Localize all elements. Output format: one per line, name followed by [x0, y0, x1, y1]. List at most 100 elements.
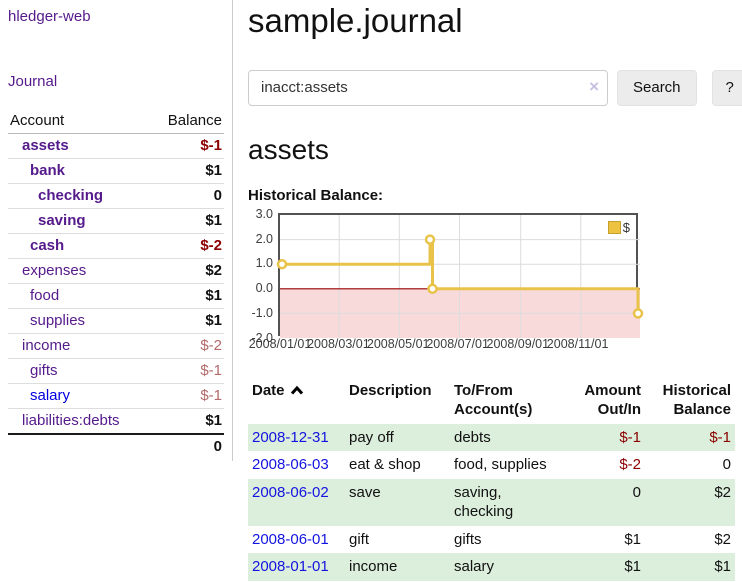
transaction-description: pay off	[345, 423, 450, 452]
transaction-amount: $1	[624, 530, 641, 548]
transaction-amount: 0	[565, 478, 645, 526]
clear-search-icon[interactable]: ×	[589, 76, 599, 96]
account-balance: $-2	[150, 233, 224, 259]
transaction-accounts: food, supplies	[454, 456, 547, 474]
account-link-assets[interactable]: assets	[22, 137, 69, 154]
account-link-income[interactable]: income	[22, 337, 71, 354]
x-tick: 2008/09/01	[486, 336, 550, 351]
transaction-date-link[interactable]: 2008-12-31	[252, 428, 329, 446]
transaction-description: income	[345, 553, 450, 581]
brand-link[interactable]: hledger-web	[8, 8, 91, 25]
account-link-liabilities-debts[interactable]: liabilities:debts	[22, 412, 120, 429]
main-content: sample.journal × Search ? assets Histori…	[233, 0, 742, 581]
account-balance: $1	[150, 208, 224, 234]
sidebar-item-journal[interactable]: Journal	[8, 73, 58, 90]
y-tick: 3.0	[255, 206, 273, 221]
account-link-cash[interactable]: cash	[30, 237, 65, 254]
chart-y-axis-labels: 3.0 2.0 1.0 0.0 -1.0 -2.0	[248, 206, 278, 345]
account-balance: 0	[150, 183, 224, 209]
x-tick: 2008/03/01	[307, 336, 370, 351]
chart-legend: $	[607, 219, 630, 235]
y-tick: 2.0	[255, 231, 273, 246]
account-link-salary[interactable]: salary	[30, 387, 71, 404]
y-tick: 0.0	[255, 281, 273, 296]
y-tick: -1.0	[251, 305, 273, 320]
transaction-row: 2008-01-01 income salary $1 $1	[248, 553, 735, 581]
account-row: expenses $2	[8, 258, 224, 284]
transaction-balance: 0	[722, 456, 731, 474]
account-balance: $-2	[150, 333, 224, 359]
historical-balance-chart: 3.0 2.0 1.0 0.0 -1.0 -2.0	[248, 207, 742, 351]
chart-title: Historical Balance:	[248, 186, 384, 204]
sort-asc-icon	[290, 381, 304, 401]
account-link-food[interactable]: food	[30, 287, 60, 304]
gridlines	[280, 214, 640, 338]
account-row: bank $1	[8, 158, 224, 184]
account-row: checking 0	[8, 183, 224, 209]
transaction-balance: $-1	[645, 423, 735, 452]
account-balance: $1	[150, 283, 224, 309]
account-row: salary $-1	[8, 383, 224, 409]
transaction-date-link[interactable]: 2008-01-01	[252, 558, 329, 576]
account-link-bank[interactable]: bank	[30, 162, 66, 179]
legend-label: $	[622, 219, 630, 235]
transaction-accounts: salary	[450, 553, 565, 581]
page-title: sample.journal	[248, 2, 463, 39]
transactions-header-row: Date Description To/From Account(s) Amou…	[248, 379, 735, 424]
account-row: cash $-2	[8, 233, 224, 259]
description-column-header: Description	[349, 381, 432, 399]
account-balance: $-1	[150, 358, 224, 384]
y-tick: 1.0	[255, 256, 273, 271]
transaction-description: eat & shop	[349, 456, 421, 474]
account-heading: assets	[248, 133, 329, 165]
chart-plot-area: $ 2008/01/01 2008/03/01 2008/05/01 2008/…	[249, 212, 644, 351]
account-balance: $2	[150, 258, 224, 284]
account-row: food $1	[8, 283, 224, 309]
transaction-row: 2008-06-01 gift gifts $1 $2	[248, 526, 735, 554]
account-total-row: 0	[8, 433, 224, 459]
account-row: assets $-1	[8, 134, 224, 159]
chart-canvas	[276, 214, 644, 338]
balance-column-header: Balance	[150, 108, 224, 134]
account-balance: $1	[150, 158, 224, 184]
amount-column-header: Amount Out/In	[584, 381, 641, 419]
transaction-accounts: saving, checking	[450, 478, 565, 526]
search-bar: × Search ?	[248, 69, 742, 106]
transaction-description: gift	[349, 530, 370, 548]
account-link-checking[interactable]: checking	[38, 187, 104, 204]
transaction-balance: $2	[714, 530, 731, 548]
x-tick: 2008/11/01	[546, 336, 609, 351]
transaction-accounts: debts	[450, 423, 565, 452]
legend-swatch	[607, 220, 621, 234]
account-table-header: Account Balance	[8, 108, 224, 134]
account-link-saving[interactable]: saving	[38, 212, 86, 229]
transaction-row: 2008-06-02 save saving, checking 0 $2	[248, 478, 735, 526]
account-link-supplies[interactable]: supplies	[30, 312, 86, 329]
date-column-header[interactable]: Date	[248, 379, 345, 424]
total-balance: 0	[150, 433, 224, 459]
balance-column-header: Historical Balance	[662, 381, 731, 419]
y-tick: -2.0	[251, 330, 273, 345]
account-balance: $1	[150, 308, 224, 334]
transaction-date-link[interactable]: 2008-06-01	[252, 530, 329, 548]
account-row: saving $1	[8, 208, 224, 234]
accounts-column-header: To/From Account(s)	[454, 381, 533, 419]
account-balance: $1	[150, 408, 224, 434]
transaction-amount: $1	[565, 553, 645, 581]
account-row: liabilities:debts $1	[8, 408, 224, 434]
x-tick: 2008/01/01	[248, 336, 312, 351]
chart-x-axis-labels: 2008/01/01 2008/03/01 2008/05/01 2008/07…	[249, 336, 636, 355]
transaction-date-link[interactable]: 2008-06-02	[252, 483, 329, 501]
x-tick: 2008/05/01	[366, 336, 430, 351]
search-button[interactable]: Search	[617, 69, 697, 106]
x-tick: 2008/07/01	[426, 336, 489, 351]
transaction-date-link[interactable]: 2008-06-03	[252, 456, 329, 474]
search-input[interactable]	[248, 69, 608, 106]
help-button[interactable]: ?	[711, 69, 742, 106]
transactions-table: Date Description To/From Account(s) Amou…	[248, 379, 735, 581]
account-link-gifts[interactable]: gifts	[30, 362, 58, 379]
account-balance: $-1	[200, 137, 222, 154]
account-link-expenses[interactable]: expenses	[22, 262, 87, 279]
transaction-row: 2008-12-31 pay off debts $-1 $-1	[248, 423, 735, 452]
